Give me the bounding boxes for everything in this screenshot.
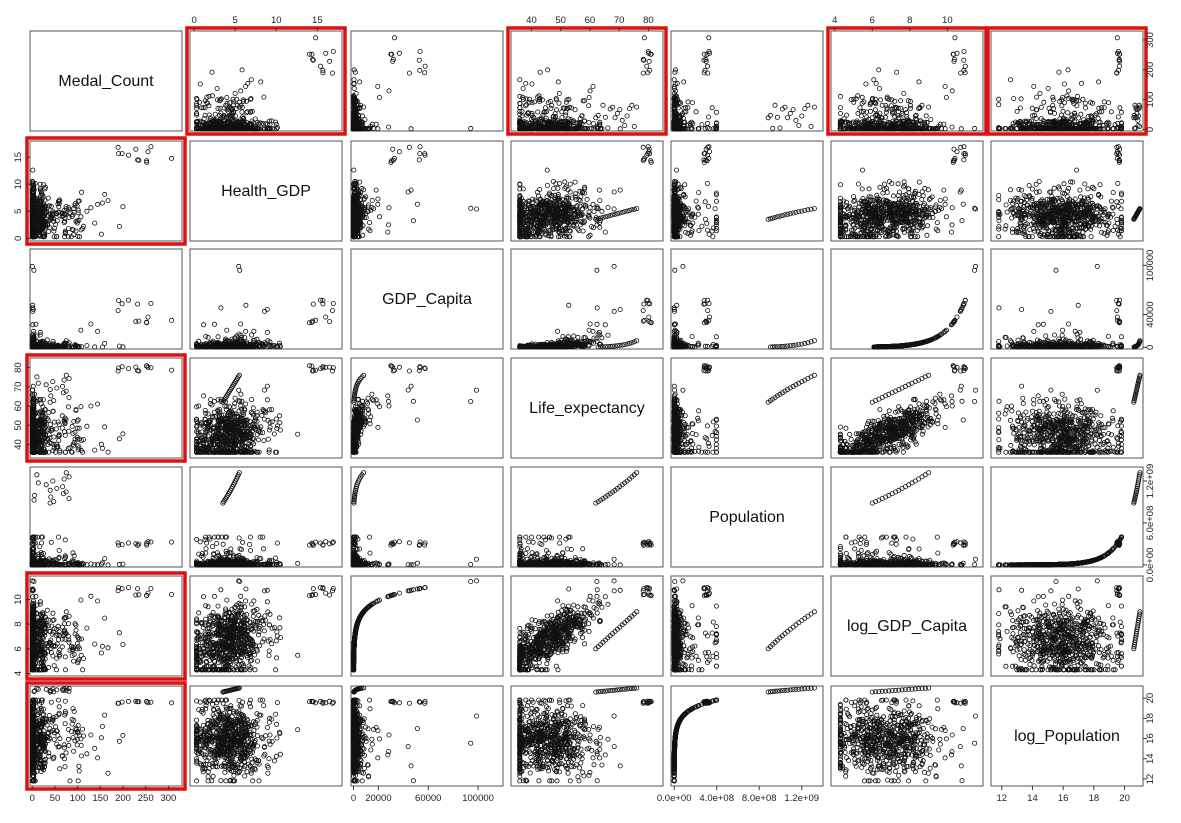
- panel-Medal_Count-vs-Population: [671, 31, 823, 131]
- panel-frame: [351, 31, 503, 131]
- panel-Health_GDP-vs-GDP_Capita: [351, 141, 503, 241]
- panel-Medal_Count-vs-Medal_Count: Medal_Count: [30, 31, 182, 131]
- panel-Health_GDP-vs-Medal_Count: [30, 141, 182, 241]
- panel-frame: [190, 31, 342, 131]
- panel-Medal_Count-vs-Health_GDP: [190, 31, 342, 131]
- panel-frame: [831, 31, 983, 131]
- panel-Medal_Count-vs-log_Population: [991, 31, 1143, 131]
- panel-Health_GDP-vs-Health_GDP: Health_GDP: [190, 141, 342, 241]
- panel-Medal_Count-vs-log_GDP_Capita: [831, 31, 983, 131]
- panel-frame: [30, 141, 182, 241]
- variable-name-label: Medal_Count: [58, 73, 154, 90]
- panel-frame: [671, 31, 823, 131]
- variable-name-label: Health_GDP: [221, 183, 311, 200]
- panel-Medal_Count-vs-Life_expectancy: [511, 31, 663, 131]
- panel-Medal_Count-vs-GDP_Capita: [351, 31, 503, 131]
